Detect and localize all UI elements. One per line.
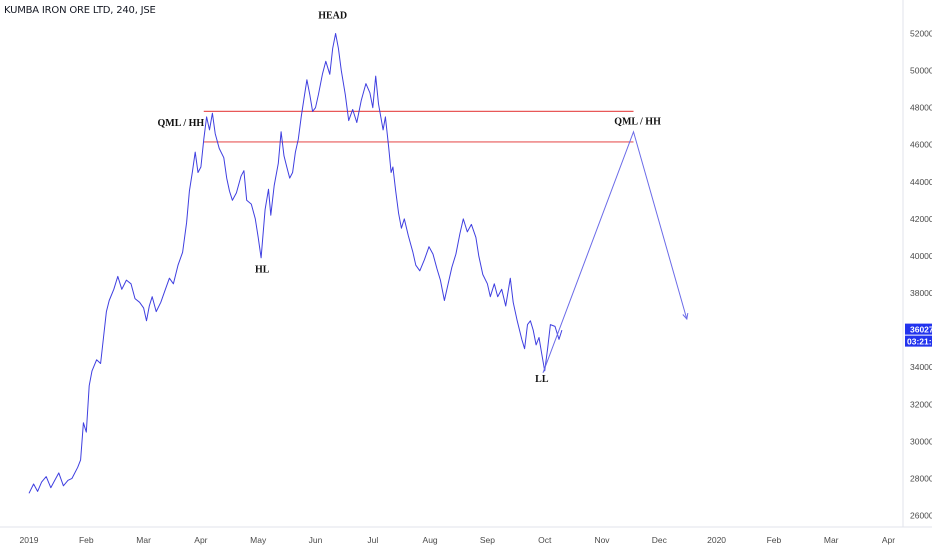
- x-tick-label: May: [250, 535, 267, 545]
- last-price-tag: [905, 323, 932, 335]
- price-line: [28, 33, 563, 494]
- annotation-label: QML / HH: [614, 116, 661, 127]
- projection-path: [542, 130, 688, 373]
- annotation-label: QML / HH: [158, 118, 205, 129]
- y-tick-label: 38000: [910, 288, 932, 298]
- y-tick-label: 44000: [910, 177, 932, 187]
- last-price-value: 36027: [910, 325, 932, 335]
- x-tick-label: Feb: [767, 535, 782, 545]
- y-tick-label: 28000: [910, 473, 932, 483]
- x-tick-label: Mar: [824, 535, 839, 545]
- x-tick-label: 2019: [20, 535, 39, 545]
- annotation-label: HL: [255, 265, 270, 276]
- x-tick-label: Jul: [367, 535, 378, 545]
- annotation-label: LL: [535, 374, 549, 385]
- x-tick-label: Sep: [480, 535, 495, 545]
- x-tick-label: Apr: [194, 535, 207, 545]
- y-tick-label: 46000: [910, 140, 932, 150]
- y-tick-label: 42000: [910, 214, 932, 224]
- y-tick-label: 32000: [910, 399, 932, 409]
- y-tick-label: 26000: [910, 511, 932, 521]
- x-tick-label: Apr: [882, 535, 895, 545]
- countdown-value: 03:21:18: [907, 337, 932, 347]
- x-tick-label: Nov: [594, 535, 610, 545]
- y-tick-label: 48000: [910, 103, 932, 113]
- chart-title: KUMBA IRON ORE LTD, 240, JSE: [4, 5, 156, 16]
- x-tick-label: Aug: [423, 535, 438, 545]
- y-tick-label: 30000: [910, 436, 932, 446]
- projection-arrowhead: [682, 312, 689, 321]
- countdown-tag: [905, 335, 932, 347]
- y-tick-label: 52000: [910, 29, 932, 39]
- x-tick-label: 2020: [707, 535, 726, 545]
- annotation-label: HEAD: [318, 11, 347, 22]
- x-tick-label: Mar: [136, 535, 151, 545]
- x-tick-label: Feb: [79, 535, 94, 545]
- y-tick-label: 34000: [910, 362, 932, 372]
- x-tick-label: Jun: [309, 535, 323, 545]
- y-tick-label: 40000: [910, 251, 932, 261]
- x-tick-label: Oct: [538, 535, 552, 545]
- y-tick-label: 50000: [910, 66, 932, 76]
- x-tick-label: Dec: [652, 535, 668, 545]
